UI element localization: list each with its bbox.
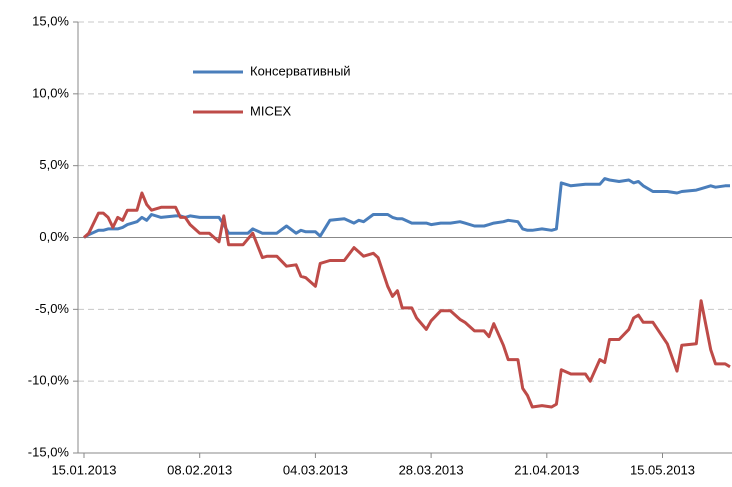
y-tick-label: 15,0% bbox=[32, 13, 69, 28]
series-line bbox=[82, 191, 731, 409]
x-tick-label: 15.05.2013 bbox=[630, 462, 695, 477]
x-tick-label: 28.03.2013 bbox=[399, 462, 464, 477]
x-tick-label: 21.04.2013 bbox=[514, 462, 579, 477]
y-tick-label: -5,0% bbox=[35, 301, 69, 316]
legend-label: MICEX bbox=[250, 103, 292, 118]
legend-label: Консервативный bbox=[250, 63, 351, 78]
x-tick-label: 15.01.2013 bbox=[51, 462, 116, 477]
y-tick-label: -15,0% bbox=[28, 444, 70, 459]
series-line bbox=[83, 177, 730, 239]
y-tick-label: 10,0% bbox=[32, 85, 69, 100]
y-tick-label: 0,0% bbox=[39, 229, 69, 244]
y-tick-label: -10,0% bbox=[28, 373, 70, 388]
y-tick-label: 5,0% bbox=[39, 157, 69, 172]
x-tick-label: 08.02.2013 bbox=[167, 462, 232, 477]
x-tick-label: 04.03.2013 bbox=[283, 462, 348, 477]
